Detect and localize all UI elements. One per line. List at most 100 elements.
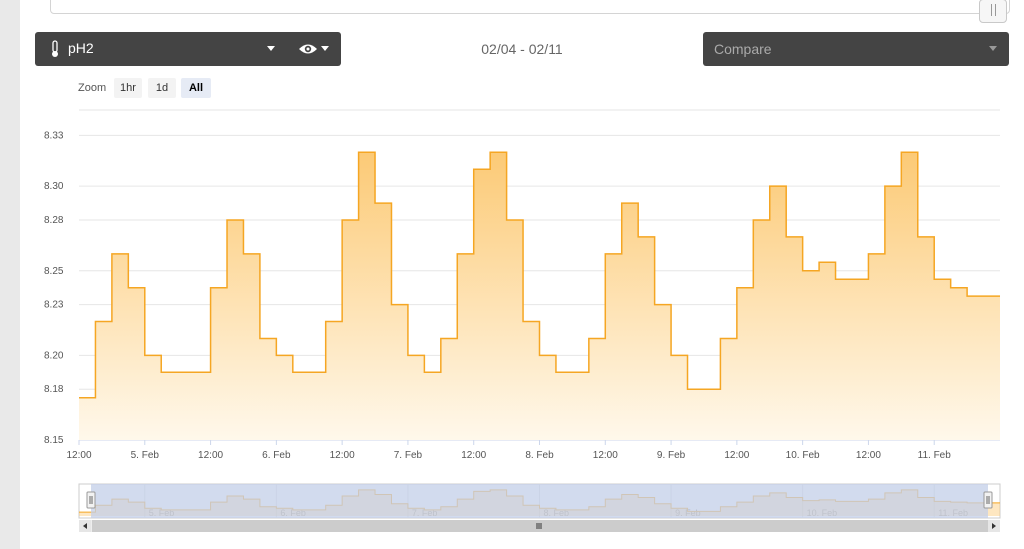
data-point[interactable] bbox=[932, 277, 936, 281]
data-point[interactable] bbox=[521, 320, 525, 324]
data-point[interactable] bbox=[768, 184, 772, 188]
data-point[interactable] bbox=[143, 353, 147, 357]
data-point[interactable] bbox=[603, 252, 607, 256]
data-point[interactable] bbox=[899, 150, 903, 154]
arrow-right-icon bbox=[992, 523, 996, 529]
x-tick-label: 12:00 bbox=[724, 450, 749, 461]
scrollbar-thumb[interactable] bbox=[92, 520, 988, 532]
data-point[interactable] bbox=[817, 260, 821, 264]
data-point[interactable] bbox=[126, 286, 130, 290]
data-point[interactable] bbox=[834, 277, 838, 281]
data-point[interactable] bbox=[159, 370, 163, 374]
data-point[interactable] bbox=[324, 320, 328, 324]
sensor-select[interactable]: pH2 bbox=[35, 32, 341, 66]
data-point[interactable] bbox=[883, 184, 887, 188]
data-point[interactable] bbox=[77, 396, 81, 400]
caret-down-icon[interactable] bbox=[321, 46, 329, 51]
scrollbar[interactable] bbox=[79, 520, 1000, 532]
x-tick-label: 12:00 bbox=[330, 450, 355, 461]
data-point[interactable] bbox=[866, 252, 870, 256]
data-point[interactable] bbox=[176, 370, 180, 374]
data-point[interactable] bbox=[225, 218, 229, 222]
data-point[interactable] bbox=[439, 336, 443, 340]
data-point[interactable] bbox=[949, 286, 953, 290]
caret-down-icon[interactable] bbox=[267, 46, 275, 51]
x-tick-label: 8. Feb bbox=[525, 450, 554, 461]
data-point[interactable] bbox=[110, 252, 114, 256]
data-point[interactable] bbox=[488, 150, 492, 154]
x-tick-label: 12:00 bbox=[66, 450, 91, 461]
navigator-left-handle[interactable] bbox=[86, 491, 96, 509]
data-point[interactable] bbox=[192, 370, 196, 374]
data-point[interactable] bbox=[455, 252, 459, 256]
data-point[interactable] bbox=[422, 370, 426, 374]
data-point[interactable] bbox=[587, 336, 591, 340]
data-point[interactable] bbox=[357, 150, 361, 154]
data-point[interactable] bbox=[554, 370, 558, 374]
data-point[interactable] bbox=[406, 353, 410, 357]
data-point[interactable] bbox=[538, 353, 542, 357]
x-tick-label: 9. Feb bbox=[657, 450, 686, 461]
left-rail bbox=[0, 0, 20, 549]
data-point[interactable] bbox=[472, 167, 476, 171]
data-point[interactable] bbox=[751, 218, 755, 222]
data-point[interactable] bbox=[669, 353, 673, 357]
y-tick-label: 8.20 bbox=[44, 350, 64, 361]
data-point[interactable] bbox=[274, 353, 278, 357]
zoom-1d-button[interactable]: 1d bbox=[148, 78, 176, 98]
data-point[interactable] bbox=[209, 286, 213, 290]
navigator-selection[interactable] bbox=[91, 484, 988, 518]
compare-placeholder: Compare bbox=[714, 41, 772, 57]
resize-handle-icon[interactable] bbox=[979, 0, 1007, 23]
data-point[interactable] bbox=[784, 235, 788, 239]
data-point[interactable] bbox=[389, 303, 393, 307]
data-point[interactable] bbox=[965, 294, 969, 298]
data-point[interactable] bbox=[686, 387, 690, 391]
data-point[interactable] bbox=[636, 235, 640, 239]
data-point[interactable] bbox=[718, 336, 722, 340]
data-point[interactable] bbox=[505, 218, 509, 222]
x-tick-label: 12:00 bbox=[856, 450, 881, 461]
data-point[interactable] bbox=[801, 269, 805, 273]
data-point[interactable] bbox=[307, 370, 311, 374]
zoom-1hr-button[interactable]: 1hr bbox=[114, 78, 142, 98]
data-point[interactable] bbox=[373, 201, 377, 205]
y-tick-label: 8.33 bbox=[44, 130, 64, 141]
x-tick-label: 11. Feb bbox=[918, 450, 952, 461]
data-point[interactable] bbox=[258, 336, 262, 340]
eye-icon[interactable] bbox=[298, 42, 318, 56]
data-point[interactable] bbox=[653, 303, 657, 307]
data-point[interactable] bbox=[982, 294, 986, 298]
arrow-left-icon bbox=[83, 523, 87, 529]
data-point[interactable] bbox=[916, 235, 920, 239]
date-range: 02/04 - 02/11 bbox=[481, 41, 563, 57]
y-tick-label: 8.28 bbox=[44, 215, 64, 226]
y-tick-label: 8.23 bbox=[44, 300, 64, 311]
top-panel bbox=[50, 0, 1010, 23]
navigator-right-handle[interactable] bbox=[983, 491, 993, 509]
thermometer-icon bbox=[52, 40, 58, 57]
series-line[interactable] bbox=[79, 151, 1000, 399]
x-tick-label: 6. Feb bbox=[262, 450, 291, 461]
data-point[interactable] bbox=[850, 277, 854, 281]
x-tick-label: 5. Feb bbox=[131, 450, 160, 461]
navigator[interactable]: 5. Feb6. Feb7. Feb8. Feb9. Feb10. Feb11.… bbox=[78, 483, 1001, 519]
data-point[interactable] bbox=[93, 320, 97, 324]
sensor-label: pH2 bbox=[68, 40, 94, 56]
data-point[interactable] bbox=[620, 201, 624, 205]
data-point[interactable] bbox=[241, 252, 245, 256]
data-point[interactable] bbox=[291, 370, 295, 374]
compare-select[interactable]: Compare bbox=[703, 32, 1009, 66]
y-tick-label: 8.18 bbox=[44, 384, 64, 395]
data-point[interactable] bbox=[735, 286, 739, 290]
data-point[interactable] bbox=[702, 387, 706, 391]
x-tick-label: 12:00 bbox=[198, 450, 223, 461]
caret-down-icon bbox=[989, 46, 997, 51]
series-group bbox=[77, 150, 1000, 441]
zoom-all-button[interactable]: All bbox=[181, 78, 211, 98]
data-point[interactable] bbox=[570, 370, 574, 374]
x-tick-label: 10. Feb bbox=[786, 450, 820, 461]
series-area bbox=[79, 152, 1000, 441]
data-point[interactable] bbox=[340, 218, 344, 222]
